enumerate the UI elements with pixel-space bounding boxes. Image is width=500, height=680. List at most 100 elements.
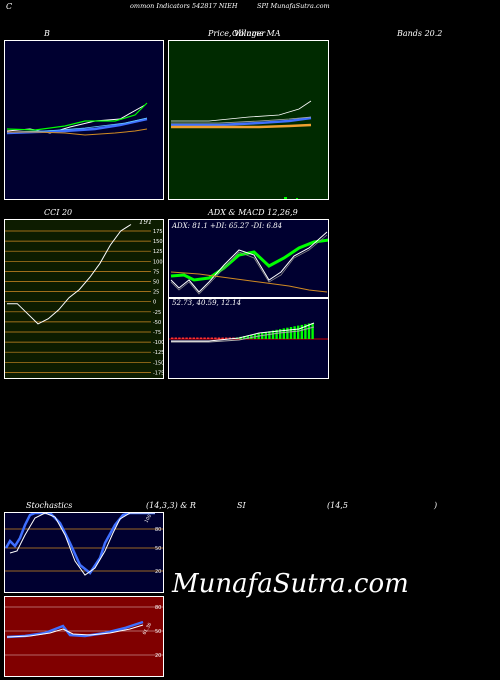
cci-tick-label: 175 <box>153 229 163 235</box>
adx-line <box>170 231 328 293</box>
adx-line-gray <box>170 234 328 295</box>
rsi-title: SI <box>237 501 246 510</box>
cci-tick-label: 25 <box>153 290 159 296</box>
macd-histogram-bar <box>221 337 224 339</box>
price-line-blue <box>171 116 312 127</box>
header-left: C <box>6 2 13 11</box>
macd-histogram-bar <box>199 337 203 339</box>
cci-tick-label: -175 <box>153 370 164 376</box>
macd-histogram-bar <box>289 327 293 339</box>
macd-histogram-bar <box>192 337 195 339</box>
cci-value-label: 191 <box>139 220 152 226</box>
header-right: SPI MunafaSutra.com <box>257 2 330 10</box>
macd-histogram-bar <box>189 337 192 339</box>
stochastics-title: Stochastics <box>26 501 73 510</box>
bollinger-b-chart <box>6 102 148 136</box>
cci-line <box>7 224 132 325</box>
macd-histogram-bar <box>178 337 181 339</box>
macd-histogram-bar <box>279 329 282 339</box>
macd-histogram-bar <box>250 334 253 339</box>
rsi-tick-20: 20 <box>155 653 161 659</box>
volume-bar <box>284 197 287 199</box>
cci-tick-label: 0 <box>153 300 156 306</box>
cci-tick-label: -25 <box>153 310 161 316</box>
macd-histogram-bar <box>275 329 278 339</box>
adx-macd-title: ADX & MACD 12,26,9 <box>208 208 298 217</box>
macd-histogram-bar <box>174 337 177 339</box>
cci-chart: 175 150 125 100 75 50 25 0 -25 -50 -75 -100 -125 -150… <box>5 220 164 376</box>
macd-histogram-bar <box>300 324 303 339</box>
stochastics-params: (14,3,3) & R <box>146 501 196 510</box>
price-volume-panel <box>168 40 329 200</box>
macd-histogram-bar <box>171 337 174 339</box>
cci-tick-label: 150 <box>153 239 163 245</box>
price-volume-overlap-text: Ollinger <box>232 29 266 38</box>
cci-title: CCI 20 <box>44 208 73 217</box>
adx-panel: ADX: 81.1 +DI: 65.27 -DI: 6.84 <box>168 219 329 298</box>
stoch-k-line <box>5 513 155 575</box>
adx-chart <box>170 231 328 295</box>
adx-minus-di-line <box>170 271 328 293</box>
macd-histogram-bar <box>228 337 231 339</box>
adx-label: ADX: 81.1 +DI: 65.27 -DI: 6.84 <box>172 222 283 230</box>
macd-signal-line <box>171 326 315 343</box>
macd-histogram-bar <box>297 325 300 339</box>
macd-histogram-bar <box>217 337 221 339</box>
price-line-gray <box>171 116 312 124</box>
macd-histogram-bar <box>181 337 185 339</box>
bollinger-b-line-cyan <box>6 117 148 133</box>
cci-tick-label: -150 <box>153 360 164 366</box>
rsi-value-label: 61.36 <box>142 622 154 636</box>
rsi-params: (14,5 <box>327 501 348 510</box>
stoch-d-line <box>9 513 155 576</box>
bollinger-b-line-green <box>6 102 148 131</box>
cci-tick-label: -75 <box>153 330 161 336</box>
macd-histogram-bar <box>311 323 314 339</box>
macd-histogram-bar <box>203 337 206 339</box>
stochastics-panel: 80 50 20 100 <box>4 512 164 593</box>
macd-histogram-bar <box>282 328 285 339</box>
bollinger-b-panel <box>4 40 164 200</box>
macd-line <box>171 322 315 342</box>
macd-histogram-bar <box>268 331 271 339</box>
stoch-tick-80: 80 <box>155 527 161 533</box>
bands-title: Bands 20.2 <box>397 29 443 38</box>
stoch-tick-50: 50 <box>155 546 161 552</box>
price-line-orange <box>171 123 312 129</box>
bollinger-b-line-blue <box>6 117 148 135</box>
stoch-tick-20: 20 <box>155 569 161 575</box>
macd-histogram-bar <box>304 324 307 339</box>
macd-histogram-bar <box>243 336 246 339</box>
macd-histogram-bar <box>207 337 210 339</box>
bollinger-b-line-orange <box>7 128 148 136</box>
rsi-line-white <box>6 624 144 638</box>
cci-panel: 175 150 125 100 75 50 25 0 -25 -50 -75 -100 -125 -150… <box>4 219 164 379</box>
macd-histogram-bar <box>185 337 188 339</box>
macd-histogram-bar <box>225 337 228 339</box>
stoch-value-label: 100 <box>144 513 154 524</box>
macd-histogram-bar <box>271 330 275 339</box>
header-center: ommon Indicators 542817 NIEH <box>130 2 238 10</box>
cci-tick-label: -50 <box>153 320 161 326</box>
cci-tick-label: 50 <box>153 280 159 286</box>
price-volume-chart <box>171 100 312 199</box>
price-line-white <box>171 100 312 122</box>
stochastics-chart: 80 50 20 100 <box>5 513 163 576</box>
macd-histogram-bar <box>293 326 296 339</box>
macd-panel: 52.73, 40.59, 12.14 <box>168 298 329 379</box>
rsi-chart: 80 50 20 61.36 <box>5 605 163 659</box>
rsi-tick-50: 50 <box>155 629 161 635</box>
adx-plus-di-line <box>170 238 328 282</box>
macd-histogram-bar <box>196 337 199 339</box>
price-volume-title: Price, Volume MA <box>208 29 281 38</box>
macd-histogram-bar <box>286 327 289 339</box>
macd-label: 52.73, 40.59, 12.14 <box>172 299 242 307</box>
cci-tick-label: -100 <box>153 340 164 346</box>
rsi-params-close: ) <box>434 501 438 510</box>
macd-histogram-bar <box>210 337 213 339</box>
macd-histogram-bar <box>307 323 311 339</box>
rsi-panel: 80 50 20 61.36 <box>4 596 164 677</box>
cci-tick-label: 125 <box>153 249 163 255</box>
volume-bar <box>296 198 298 199</box>
macd-histogram-bar <box>214 337 217 339</box>
